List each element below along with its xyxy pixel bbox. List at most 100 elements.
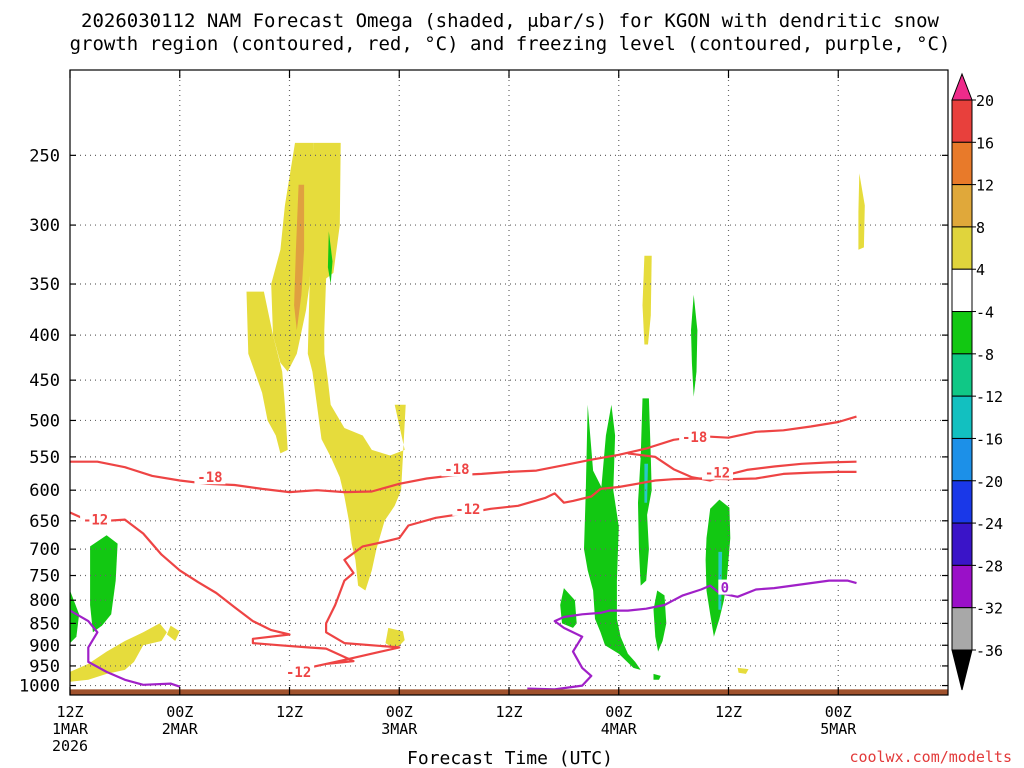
- x-tick-label-3-0: 00Z: [386, 703, 413, 721]
- x-axis-label: Forecast Time (UTC): [407, 748, 613, 768]
- contour-zero_right: [527, 579, 857, 691]
- x-tick-label-6-0: 12Z: [715, 703, 742, 721]
- omega-region-green-21: [653, 673, 661, 680]
- y-tick-label-750: 750: [29, 567, 60, 587]
- y-tick-label-400: 400: [29, 326, 60, 346]
- colorbar-block-7: [951, 395, 973, 439]
- plot-area: -12 -18 -12 -18 -12 -18 -12 0: [69, 69, 949, 696]
- y-tick-label-350: 350: [29, 275, 60, 295]
- omega-region-orange-3: [294, 184, 305, 331]
- omega-region-yellow-9: [737, 667, 749, 674]
- chart-title-line1: 2026030112 NAM Forecast Omega (shaded, μ…: [81, 10, 939, 32]
- x-tick-label-1-0: 00Z: [166, 703, 193, 721]
- colorbar-block-10: [951, 522, 973, 566]
- colorbar-label-0: 20: [976, 92, 994, 110]
- colorbar-bottom-triangle: [951, 649, 973, 691]
- contour-label-1: -18: [197, 470, 222, 486]
- contour-label-bg-7: [718, 579, 732, 595]
- credit-text: coolwx.com/modelts: [849, 748, 1012, 766]
- colorbar-label-2: 12: [976, 177, 994, 195]
- x-tick-label-2-0: 12Z: [276, 703, 303, 721]
- x-tick-label-1-1: 2MAR: [162, 720, 199, 738]
- contour-label-bg-6: [702, 464, 734, 480]
- contour-label-bg-5: [679, 428, 711, 444]
- y-tick-label-950: 950: [29, 657, 60, 677]
- omega-region-yellow-6: [166, 625, 180, 641]
- colorbar-label-4: 4: [976, 261, 985, 279]
- colorbar-label-12: -32: [976, 600, 1003, 618]
- x-tick-label-4-0: 12Z: [495, 703, 522, 721]
- contour-minus18_right_lower: [627, 452, 857, 482]
- colorbar-label-1: 16: [976, 134, 994, 152]
- y-tick-label-500: 500: [29, 411, 60, 431]
- x-tick-label-3-1: 3MAR: [381, 720, 418, 738]
- colorbar-label-8: -16: [976, 430, 1003, 448]
- omega-region-green-14: [560, 588, 577, 628]
- y-tick-label-600: 600: [29, 481, 60, 501]
- colorbar-block-6: [951, 353, 973, 397]
- y-tick-label-650: 650: [29, 512, 60, 532]
- y-tick-label-700: 700: [29, 540, 60, 560]
- colorbar-top-triangle: [951, 72, 973, 101]
- y-tick-label-850: 850: [29, 614, 60, 634]
- omega-region-yellow-2: [246, 291, 288, 454]
- omega-region-yellow-7: [642, 255, 652, 345]
- colorbar-label-11: -28: [976, 557, 1003, 575]
- colorbar-block-4: [951, 268, 973, 313]
- omega-region-green-19: [705, 499, 731, 637]
- colorbar-block-5: [951, 311, 973, 355]
- y-axis: 2503003504004505005506006507007508008509…: [19, 146, 948, 697]
- omega-region-yellow-5: [70, 623, 167, 682]
- contour-label-bg-3: [441, 461, 473, 477]
- contour-label-3: -18: [444, 462, 469, 478]
- omega-region-yellow-0: [271, 142, 314, 372]
- colorbar-block-9: [951, 480, 973, 524]
- contour-minus18_left: [70, 415, 857, 494]
- x-tick-label-0-1: 1MAR: [52, 720, 89, 738]
- omega-region-green-11: [90, 535, 118, 633]
- contour-zero_left: [69, 609, 181, 688]
- colorbar-block-0: [951, 99, 973, 143]
- omega-region-green-12: [70, 590, 80, 644]
- colorbar: 20 16 12 8 4 -4 -8 -12 -16 -20 -24 -28 -32 -36: [951, 72, 1003, 691]
- omega-region-green-10: [327, 231, 333, 284]
- y-tick-label-450: 450: [29, 371, 60, 391]
- plot-frame: [69, 69, 949, 696]
- colorbar-label-3: 8: [976, 219, 985, 237]
- colorbar-block-1: [951, 141, 973, 186]
- y-tick-label-1000: 1000: [19, 677, 60, 697]
- contour-minus12_main: [69, 470, 857, 672]
- contour-label-bg-0: [80, 511, 112, 527]
- colorbar-label-7: -12: [976, 388, 1003, 406]
- omega-region-yellow-4: [385, 627, 405, 650]
- chart-title-line2: growth region (contoured, red, °C) and f…: [70, 33, 951, 55]
- colorbar-block-12: [951, 607, 973, 651]
- contour-label-bg-2: [283, 663, 315, 679]
- x-tick-label-5-1: 4MAR: [601, 720, 638, 738]
- colorbar-block-8: [951, 437, 973, 482]
- contour-label-2: -12: [286, 665, 311, 681]
- x-tick-label-7-0: 00Z: [825, 703, 852, 721]
- contour-label-4: -12: [455, 502, 480, 518]
- contour-label-6: -12: [705, 466, 730, 482]
- contour-label-bg-1: [194, 469, 226, 485]
- omega-region-yellow-8: [858, 173, 865, 250]
- x-tick-label-5-0: 00Z: [605, 703, 632, 721]
- y-tick-label-300: 300: [29, 216, 60, 236]
- omega-region-green-13: [584, 404, 641, 670]
- colorbar-label-9: -20: [976, 473, 1003, 491]
- contour-label-7: 0: [721, 581, 729, 597]
- contour-label-bg-4: [452, 500, 484, 516]
- colorbar-label-13: -36: [976, 642, 1003, 660]
- y-tick-label-900: 900: [29, 636, 60, 656]
- colorbar-block-3: [951, 226, 973, 270]
- colorbar-block-11: [951, 564, 973, 609]
- colorbar-label-10: -24: [976, 515, 1003, 533]
- contour-label-0: -12: [83, 513, 108, 529]
- contour-label-5: -18: [682, 430, 707, 446]
- colorbar-label-5: -4: [976, 304, 994, 322]
- colorbar-block-2: [951, 184, 973, 228]
- y-tick-label-800: 800: [29, 591, 60, 611]
